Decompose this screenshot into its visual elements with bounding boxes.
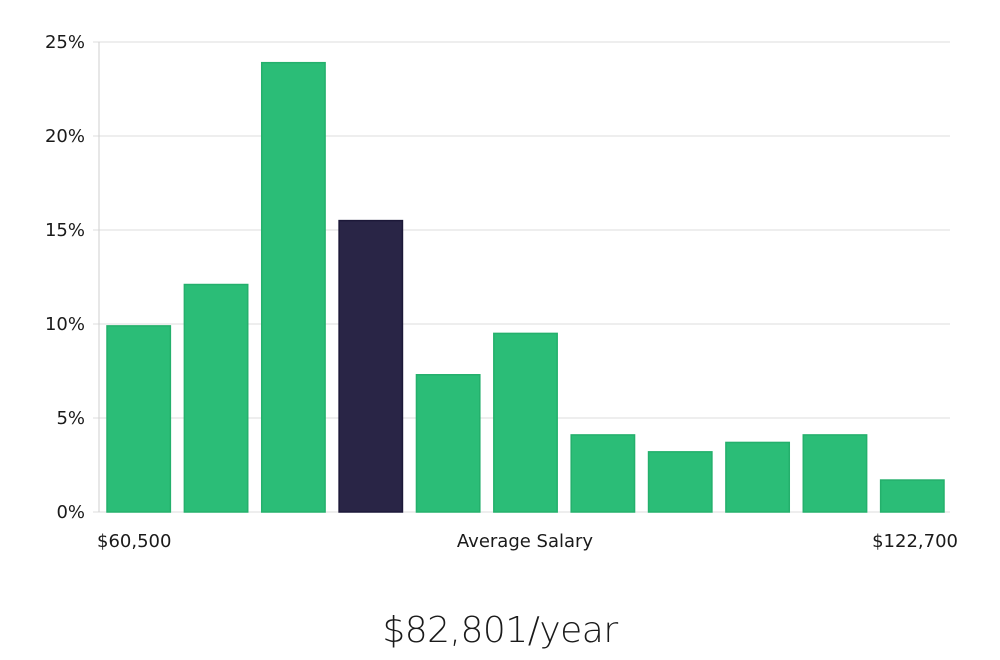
y-tick-label: 20% [45, 126, 85, 147]
bar [725, 441, 791, 513]
bars [106, 61, 945, 513]
bar [647, 451, 713, 513]
bar [415, 374, 481, 513]
y-tick-label: 0% [56, 502, 85, 523]
bar [570, 434, 636, 513]
bar [106, 325, 172, 513]
y-tick-label: 15% [45, 220, 85, 241]
x-min-label: $60,500 [97, 531, 171, 552]
salary-histogram: 0%5%10%15%20%25% $60,500 Average Salary … [45, 32, 958, 552]
y-tick-label: 5% [56, 408, 85, 429]
x-axis-title: Average Salary [457, 531, 594, 552]
y-tick-label: 10% [45, 314, 85, 335]
y-axis-ticks: 0% 5% 10% 15% 20% 25% [45, 32, 85, 523]
y-tick-label: 25% [45, 32, 85, 53]
bar-highlighted [338, 219, 404, 513]
bar [493, 332, 558, 513]
average-salary-headline: $82,801/year [382, 610, 618, 651]
x-max-label: $122,700 [872, 531, 958, 552]
bar [183, 283, 249, 513]
bar [802, 434, 868, 513]
bar [260, 61, 326, 513]
bar [879, 479, 945, 513]
